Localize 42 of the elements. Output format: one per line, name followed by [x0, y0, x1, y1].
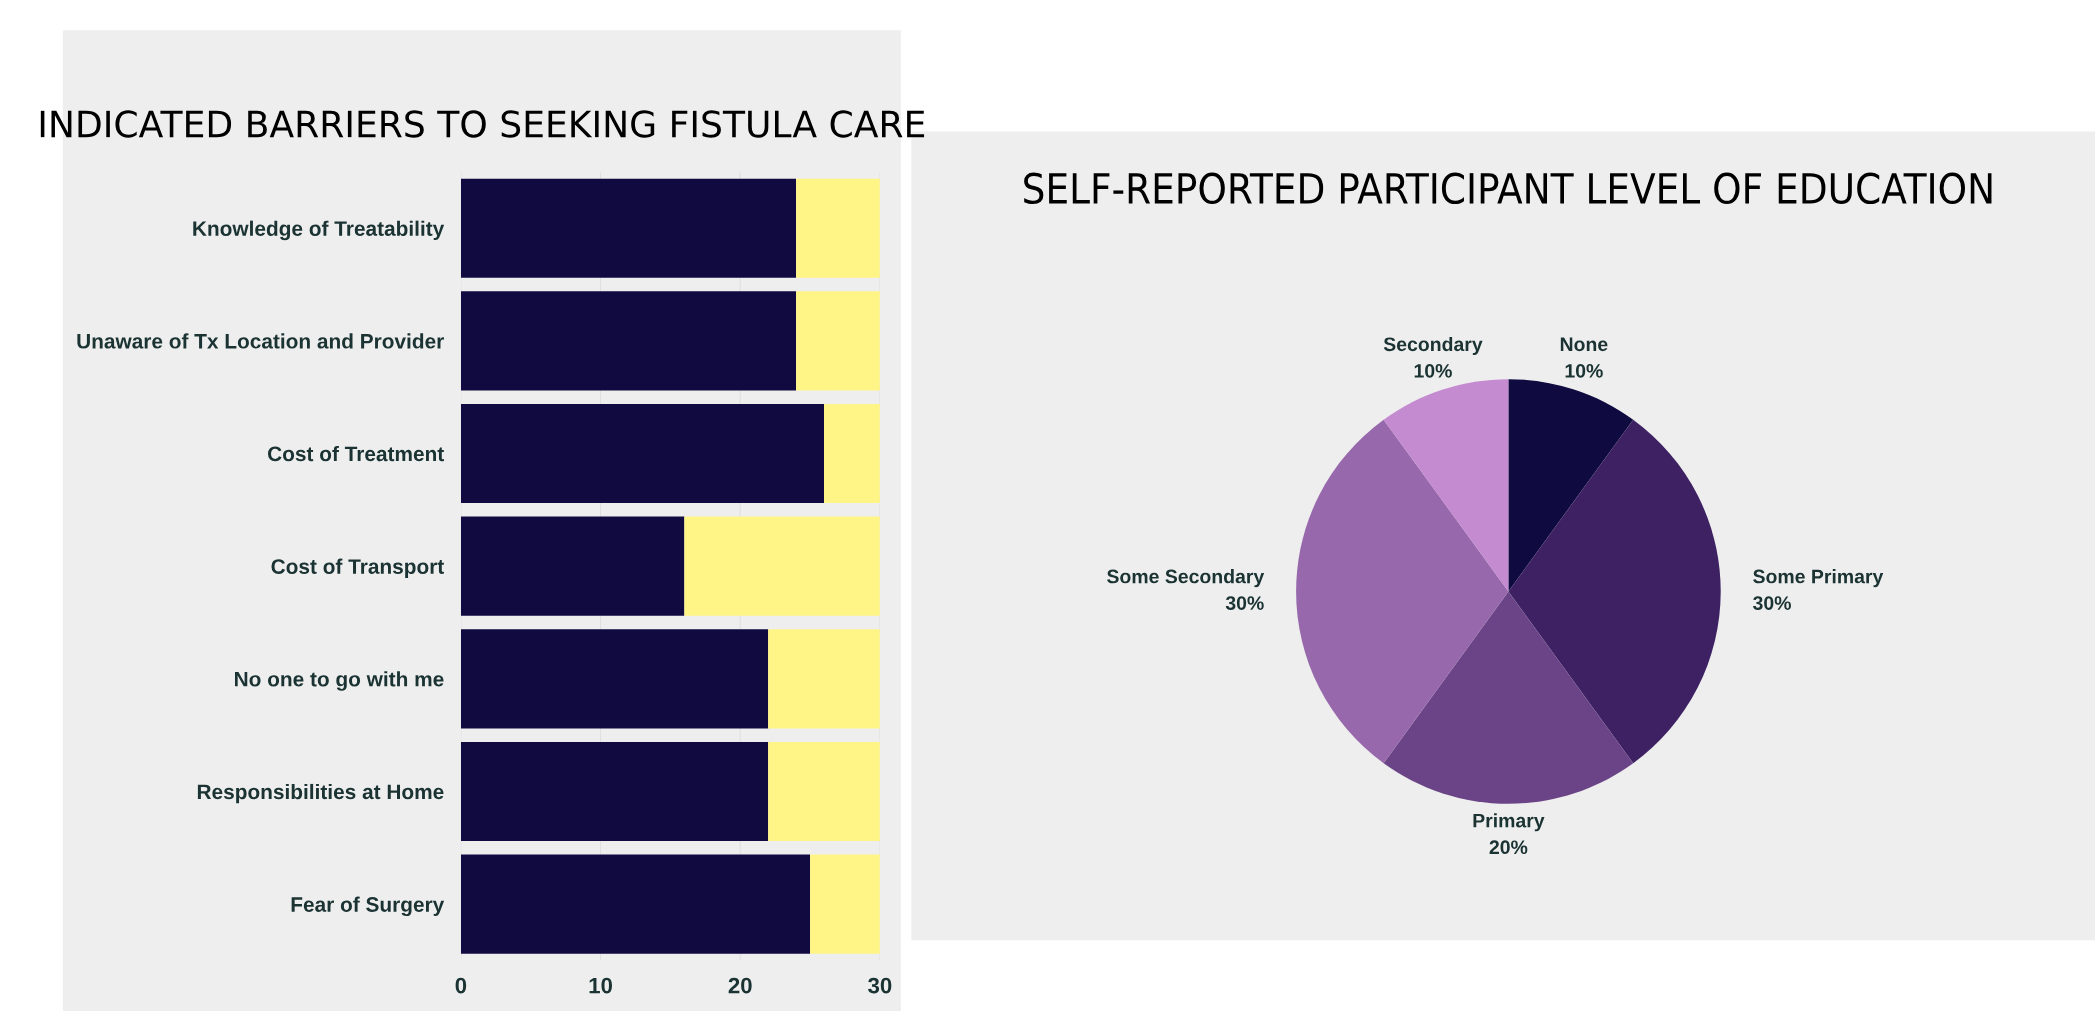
- bar: [460, 741, 769, 842]
- bar: [796, 178, 880, 278]
- slice-label: None: [1560, 337, 1608, 352]
- x-tick-label: 30: [868, 977, 892, 994]
- chart-title: INDICATED BARRIERS TO SEEKING FISTULA CARE: [40, 110, 925, 138]
- y-tick-label: No one to go with me: [235, 671, 444, 691]
- pie-slice: [1508, 379, 1634, 592]
- y-tick-label: Unaware of Tx Location and Provider: [77, 333, 444, 349]
- bar: [810, 854, 880, 954]
- slice-label: Secondary: [1383, 336, 1483, 355]
- data-label: 30%: [1753, 596, 1791, 610]
- y-tick-label: Knowledge of Treatability: [193, 220, 445, 241]
- slice-label: Primary: [1473, 813, 1545, 832]
- slice-label: Some Secondary: [1107, 569, 1265, 588]
- bar: [768, 629, 880, 729]
- bar: [768, 741, 880, 842]
- x-tick-label: 10: [589, 977, 613, 994]
- slice-label: Some Primary: [1753, 569, 1884, 588]
- y-tick-label: Cost of Treatment: [267, 445, 444, 462]
- bar: [460, 178, 797, 278]
- data-label: 30%: [1225, 596, 1264, 610]
- pie-slice: [1508, 419, 1721, 764]
- y-tick-label: Responsibilities at Home: [197, 783, 444, 804]
- bar: [460, 854, 811, 954]
- bar: [460, 629, 769, 729]
- bar: [460, 291, 797, 391]
- pie-slice: [1383, 591, 1634, 804]
- bar: [460, 403, 825, 504]
- data-label: 20%: [1489, 840, 1528, 855]
- bar: [684, 516, 880, 616]
- data-label: 10%: [1565, 363, 1603, 378]
- chart-title: SELF-REPORTED PARTICIPANT LEVEL OF EDUCATION: [1024, 172, 1992, 205]
- x-tick-label: 0: [455, 977, 467, 994]
- y-tick-label: Fear of Surgery: [291, 896, 445, 917]
- pie-slice: [1296, 419, 1509, 764]
- bar: [796, 291, 880, 391]
- bar: [460, 516, 685, 616]
- data-label: 10%: [1414, 363, 1452, 378]
- bar: [824, 403, 880, 504]
- pie-slice: [1383, 379, 1509, 592]
- y-tick-label: Cost of Transport: [271, 558, 444, 579]
- x-tick-label: 20: [728, 977, 752, 994]
